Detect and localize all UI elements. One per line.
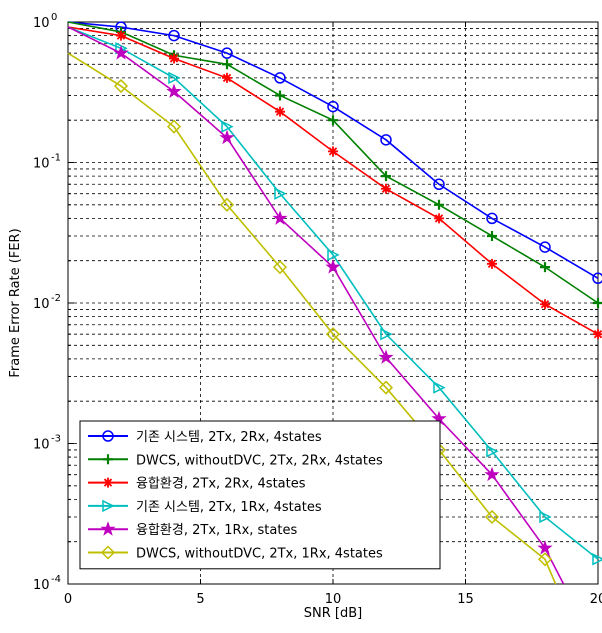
marker-diamond [113,78,129,94]
marker-pentagram [325,259,341,274]
legend-label: 융합환경, 2Tx, 2Rx, 4states [136,477,306,492]
marker-diamond [484,509,500,525]
marker-star [540,299,550,310]
marker-triangle [102,499,115,513]
legend-label: DWCS, withoutDVC, 2Tx, 2Rx, 4states [136,453,383,468]
marker-triangle [168,71,181,85]
marker-star [487,258,497,269]
marker-star [222,72,232,83]
marker-triangle [274,187,287,200]
marker-triangle [592,553,602,566]
marker-diamond [325,327,341,342]
marker-star [116,30,126,41]
marker-pentagram [113,45,129,60]
x-tick-label: 15 [457,592,474,607]
legend-entry: 융합환경, 2Tx, 2Rx, 4states [88,477,306,492]
legend-entry: 기존 시스템, 2Tx, 2Rx, 4states [88,430,322,445]
x-axis-label: SNR [dB] [304,606,362,621]
marker-triangle [221,120,234,133]
y-axis-label: Frame Error Rate (FER) [8,228,23,377]
marker-circle [102,430,114,442]
marker-star [103,477,113,488]
y-tick-label-base: 10 [33,157,50,172]
y-tick-label-exponent: -4 [51,574,61,585]
marker-star [328,146,338,157]
series-line [67,52,557,585]
y-tick-label-base: 10 [33,578,50,593]
legend-entry: DWCS, withoutDVC, 2Tx, 1Rx, 4states [88,545,383,562]
marker-star [381,183,391,194]
marker-circle [539,241,551,253]
marker-diamond [537,552,553,567]
marker-circle [168,29,180,42]
y-tick-label-exponent: -1 [51,153,61,164]
marker-plus [381,171,391,182]
marker-triangle [433,381,446,394]
legend-label: DWCS, withoutDVC, 2Tx, 1Rx, 4states [136,547,383,562]
marker-diamond [166,119,182,134]
marker-plus [487,230,497,241]
y-tick-label-exponent: 0 [51,12,57,23]
marker-circle [380,134,392,146]
y-tick-label-exponent: -2 [51,293,61,304]
legend-label: 기존 시스템, 2Tx, 1Rx, 4states [136,500,322,515]
marker-plus [275,90,285,101]
y-tick-label-base: 10 [33,16,50,31]
series-1 [67,21,602,285]
marker-circle [433,178,445,191]
marker-circle [274,72,286,84]
marker-plus [222,59,232,70]
marker-diamond [378,380,394,395]
marker-diamond [100,545,116,560]
series-line [67,21,599,279]
marker-star [434,213,444,224]
legend-label: 기존 시스템, 2Tx, 2Rx, 4states [136,430,322,445]
x-tick-label: 10 [325,592,342,607]
marker-star [275,106,285,117]
marker-triangle [539,510,552,524]
marker-circle [486,212,498,225]
y-tick-label-base: 10 [33,297,50,312]
legend-label: 융합환경, 2Tx, 1Rx, states [136,523,297,538]
marker-star [169,53,179,64]
legend-entry: 기존 시스템, 2Tx, 1Rx, 4states [88,499,322,515]
marker-plus [593,298,602,308]
marker-pentagram [537,540,553,555]
y-tick-label-base: 10 [33,438,50,453]
marker-pentagram [484,466,500,482]
marker-pentagram [166,83,182,99]
marker-pentagram [378,349,394,364]
axis-ticks: 0510152010010-110-210-310-4 [33,12,602,607]
legend: 기존 시스템, 2Tx, 2Rx, 4states DWCS, withoutDV… [79,420,441,570]
marker-plus [434,199,444,210]
legend-entry: 융합환경, 2Tx, 1Rx, states [88,521,297,538]
marker-diamond [219,197,235,212]
x-tick-label: 20 [590,592,602,607]
marker-triangle [327,248,340,262]
x-tick-label: 0 [64,592,72,607]
legend-entry: DWCS, withoutDVC, 2Tx, 2Rx, 4states [88,453,383,468]
marker-pentagram [272,210,288,225]
x-tick-label: 5 [196,592,204,607]
marker-circle [592,272,602,285]
marker-star [593,329,602,340]
y-tick-label-exponent: -3 [51,434,61,445]
marker-diamond [272,260,288,275]
marker-plus [103,454,113,465]
marker-pentagram [219,129,235,145]
series-4 [67,26,602,566]
marker-triangle [486,445,499,458]
marker-plus [540,262,550,273]
marker-circle [221,47,233,59]
marker-pentagram [100,521,116,536]
marker-circle [327,100,339,113]
series-3 [67,26,602,340]
marker-triangle [380,327,393,341]
series-line [67,26,599,560]
legend-box [79,420,441,570]
marker-plus [328,115,338,126]
series-5 [67,26,565,585]
data-series [67,21,602,585]
